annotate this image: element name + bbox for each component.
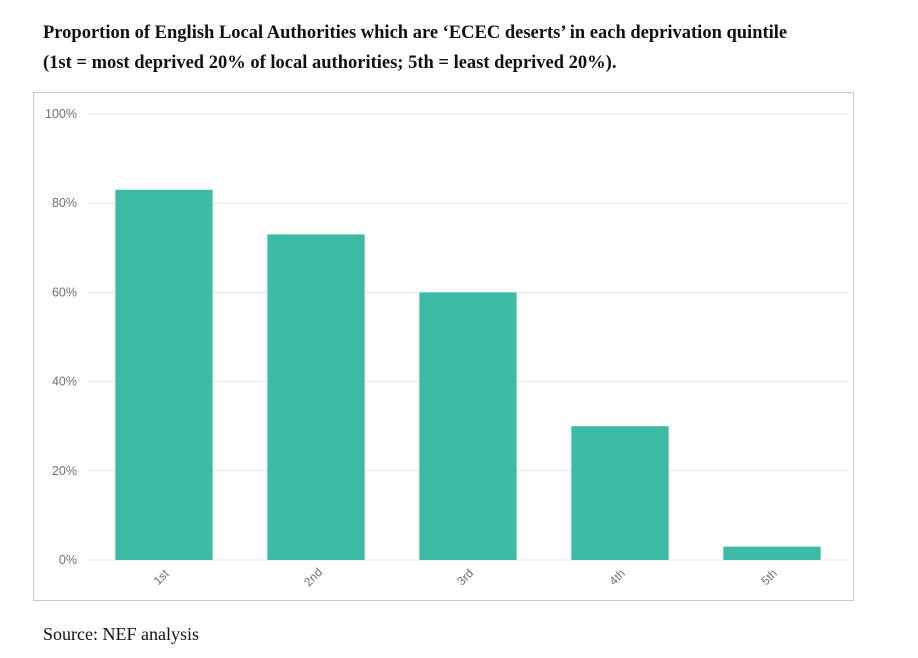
y-tick-label: 80% bbox=[52, 196, 77, 210]
y-tick-label: 40% bbox=[52, 375, 77, 389]
bar-4th bbox=[571, 426, 669, 560]
bar-3rd bbox=[419, 292, 517, 560]
y-tick-label: 100% bbox=[45, 107, 77, 121]
title-line-1: Proportion of English Local Authorities … bbox=[43, 23, 788, 43]
bar-5th bbox=[723, 546, 821, 560]
bars bbox=[115, 189, 821, 561]
y-tick-label: 0% bbox=[59, 553, 77, 567]
x-axis-ticks: 1st 2nd 3rd 4th 5th bbox=[151, 565, 780, 589]
source-note: Source: NEF analysis bbox=[43, 624, 199, 644]
y-axis-ticks: 0% 20% 40% 60% 80% 100% bbox=[45, 107, 77, 567]
x-tick-label: 4th bbox=[606, 566, 628, 588]
x-tick-label: 1st bbox=[151, 566, 173, 588]
x-tick-label: 5th bbox=[758, 566, 780, 588]
y-tick-label: 20% bbox=[52, 464, 77, 478]
bar-chart: 0% 20% 40% 60% 80% 100% 1st 2nd 3rd 4th 5th bbox=[45, 107, 848, 589]
title-line-2: (1st = most deprived 20% of local author… bbox=[43, 53, 617, 73]
y-tick-label: 60% bbox=[52, 285, 77, 299]
chart-title: Proportion of English Local Authorities … bbox=[43, 18, 903, 78]
bar-1st bbox=[115, 189, 213, 560]
x-tick-label: 2nd bbox=[301, 565, 325, 589]
x-tick-label: 3rd bbox=[454, 566, 476, 588]
bar-2nd bbox=[267, 234, 365, 561]
